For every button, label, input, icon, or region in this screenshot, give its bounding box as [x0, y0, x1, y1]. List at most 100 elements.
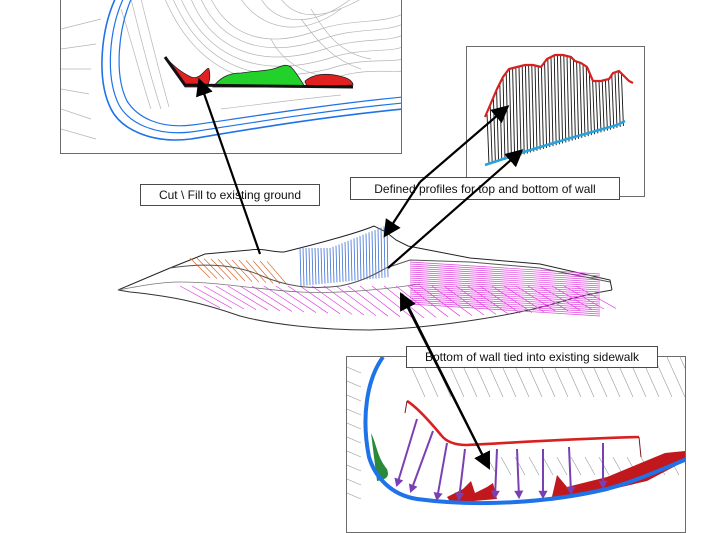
detail-contour-line — [570, 456, 582, 476]
wall-cut-area-right — [551, 451, 685, 501]
detail-contour-line — [528, 456, 540, 476]
grade-line — [287, 285, 329, 314]
road-alignment — [101, 0, 401, 141]
wall-face-line — [308, 247, 311, 286]
wall-face-line — [347, 240, 350, 282]
profile-hatch-line — [566, 55, 570, 142]
wall-face-line — [350, 239, 353, 281]
grade-line — [409, 273, 601, 287]
fill-region — [212, 64, 306, 88]
grade-line — [409, 279, 601, 293]
grade-line — [275, 285, 317, 313]
tie-in-arrowhead — [408, 483, 418, 493]
model-surface-outline — [117, 225, 613, 331]
wall-face-line — [380, 227, 383, 278]
grade-line — [311, 285, 353, 315]
profile-hatch-line — [534, 65, 538, 151]
profile-hatch-line — [620, 73, 624, 127]
profile-hatch-line — [537, 66, 541, 150]
wall-line — [163, 56, 354, 89]
profile-hatch-line — [608, 79, 612, 130]
grade-line — [409, 287, 601, 301]
profile-hatch-line — [582, 64, 586, 138]
grade-line — [299, 285, 341, 315]
detail-contour-line — [347, 492, 362, 500]
detail-contour-line — [584, 456, 596, 476]
profile-hatch-line — [512, 68, 516, 158]
wall-base-line — [169, 259, 611, 289]
tie-in-arrowhead — [538, 490, 548, 500]
grade-line — [409, 283, 601, 297]
wall-face-line — [365, 233, 368, 280]
wall-face-line — [329, 247, 332, 284]
profile-hatch-line — [524, 64, 528, 154]
profile-hatch-line — [540, 66, 544, 149]
sidewalk-callout: Bottom of wall tied into existing sidewa… — [406, 346, 658, 368]
cut-hatch-line — [203, 258, 225, 280]
detail-contour-line — [679, 357, 685, 369]
tie-in-arrowhead — [394, 477, 404, 487]
cut-hatch-line — [189, 257, 211, 279]
wall-face-line — [344, 241, 347, 282]
profile-hatch-line — [508, 68, 512, 159]
tie-in-arrow — [568, 446, 572, 494]
profile-hatch-line — [569, 56, 573, 141]
tie-in-arrows — [394, 418, 608, 502]
grade-line — [551, 285, 593, 310]
profiles-callout: Defined profiles for top and bottom of w… — [350, 177, 620, 200]
grade-line — [409, 289, 601, 303]
tie-in-arrow — [516, 448, 520, 498]
grade-line — [371, 285, 413, 318]
grade-line — [409, 277, 601, 291]
wall-face-line — [341, 243, 344, 282]
wall-face-line — [314, 247, 317, 285]
detail-contour-line — [666, 357, 685, 398]
detail-contour-line — [347, 464, 362, 472]
wall-profile-drawing — [483, 53, 634, 167]
tie-in-arrowhead — [490, 490, 500, 500]
grade-line — [409, 281, 601, 295]
grade-line — [409, 275, 601, 289]
sidewalk-detail-drawing — [347, 357, 685, 506]
tie-in-arrow — [436, 442, 448, 500]
wall-face-line — [332, 246, 335, 283]
profile-hatch-line — [550, 56, 554, 147]
cut-hatch-line — [196, 258, 218, 279]
profile-hatch-line — [521, 65, 525, 155]
grade-line — [409, 285, 601, 299]
detail-contour-line — [347, 394, 362, 402]
detail-contour-line — [347, 380, 362, 388]
top-of-wall-line — [406, 399, 640, 447]
profile-hatch-line — [611, 74, 615, 129]
grade-line — [409, 271, 601, 285]
cut-hatch-line — [217, 258, 239, 281]
grade-line — [575, 285, 617, 309]
detail-contour-line — [347, 450, 362, 458]
wall-face-line — [374, 229, 377, 279]
grade-line — [239, 285, 281, 312]
wall-end-tick-left — [404, 400, 408, 414]
profile-hatch-line — [604, 79, 608, 131]
profile-hatch-line — [531, 64, 535, 152]
wall-face-line — [323, 247, 326, 284]
profile-hatch-line — [544, 62, 548, 148]
wall-face-line — [362, 234, 365, 280]
detail-contour-line — [500, 456, 512, 476]
grade-line — [215, 285, 257, 310]
profile-hatch-line — [592, 80, 596, 135]
wall-face-line — [383, 226, 386, 278]
top-of-wall-profile — [483, 53, 634, 118]
grade-line — [227, 285, 269, 311]
tie-in-arrowhead — [433, 492, 443, 502]
wall-face-line — [353, 238, 356, 281]
wall-face-line — [326, 247, 329, 284]
wall-face-line — [338, 244, 341, 283]
wall-face-line — [335, 245, 338, 283]
wall-face-line — [320, 247, 323, 284]
cut-hatch-line — [210, 258, 232, 281]
grade-line — [515, 285, 557, 312]
cut-hatch-line — [224, 259, 246, 282]
tie-in-arrowhead — [514, 490, 524, 500]
wall-face-line — [317, 247, 320, 285]
grade-line — [491, 285, 533, 313]
